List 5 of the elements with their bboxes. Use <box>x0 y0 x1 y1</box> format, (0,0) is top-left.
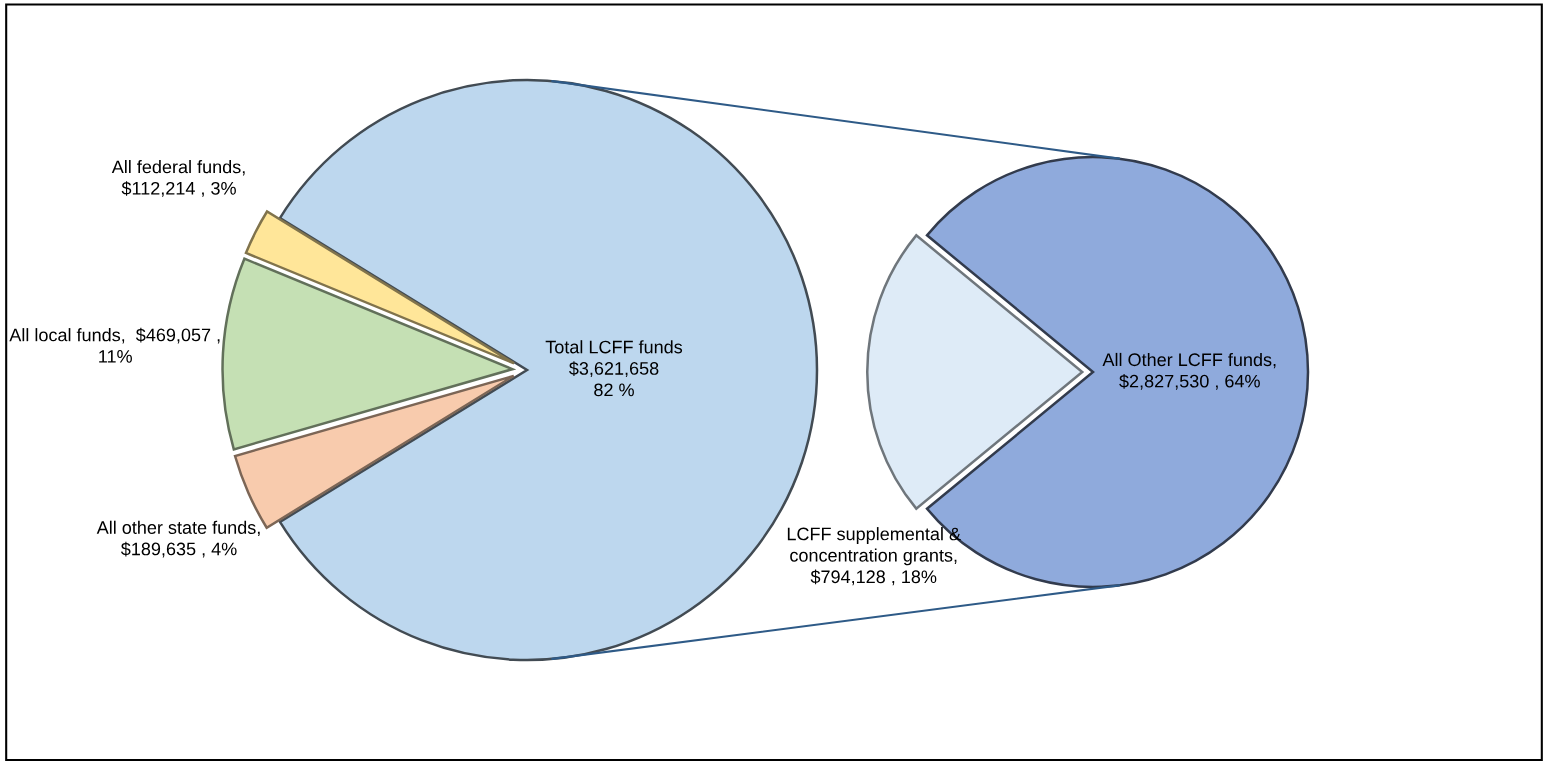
slice-label: All other state funds, $189,635 , 4% <box>96 520 260 558</box>
slice-label: All local funds, $469,057 , 11% <box>9 327 220 363</box>
slice-label: All Other LCFF funds, $2,827,530 , 64% <box>1102 352 1276 390</box>
slice-label: All federal funds, $112,214 , 3% <box>111 160 245 197</box>
slice-label: Total LCFF funds $3,621,658 82 % <box>545 340 683 397</box>
